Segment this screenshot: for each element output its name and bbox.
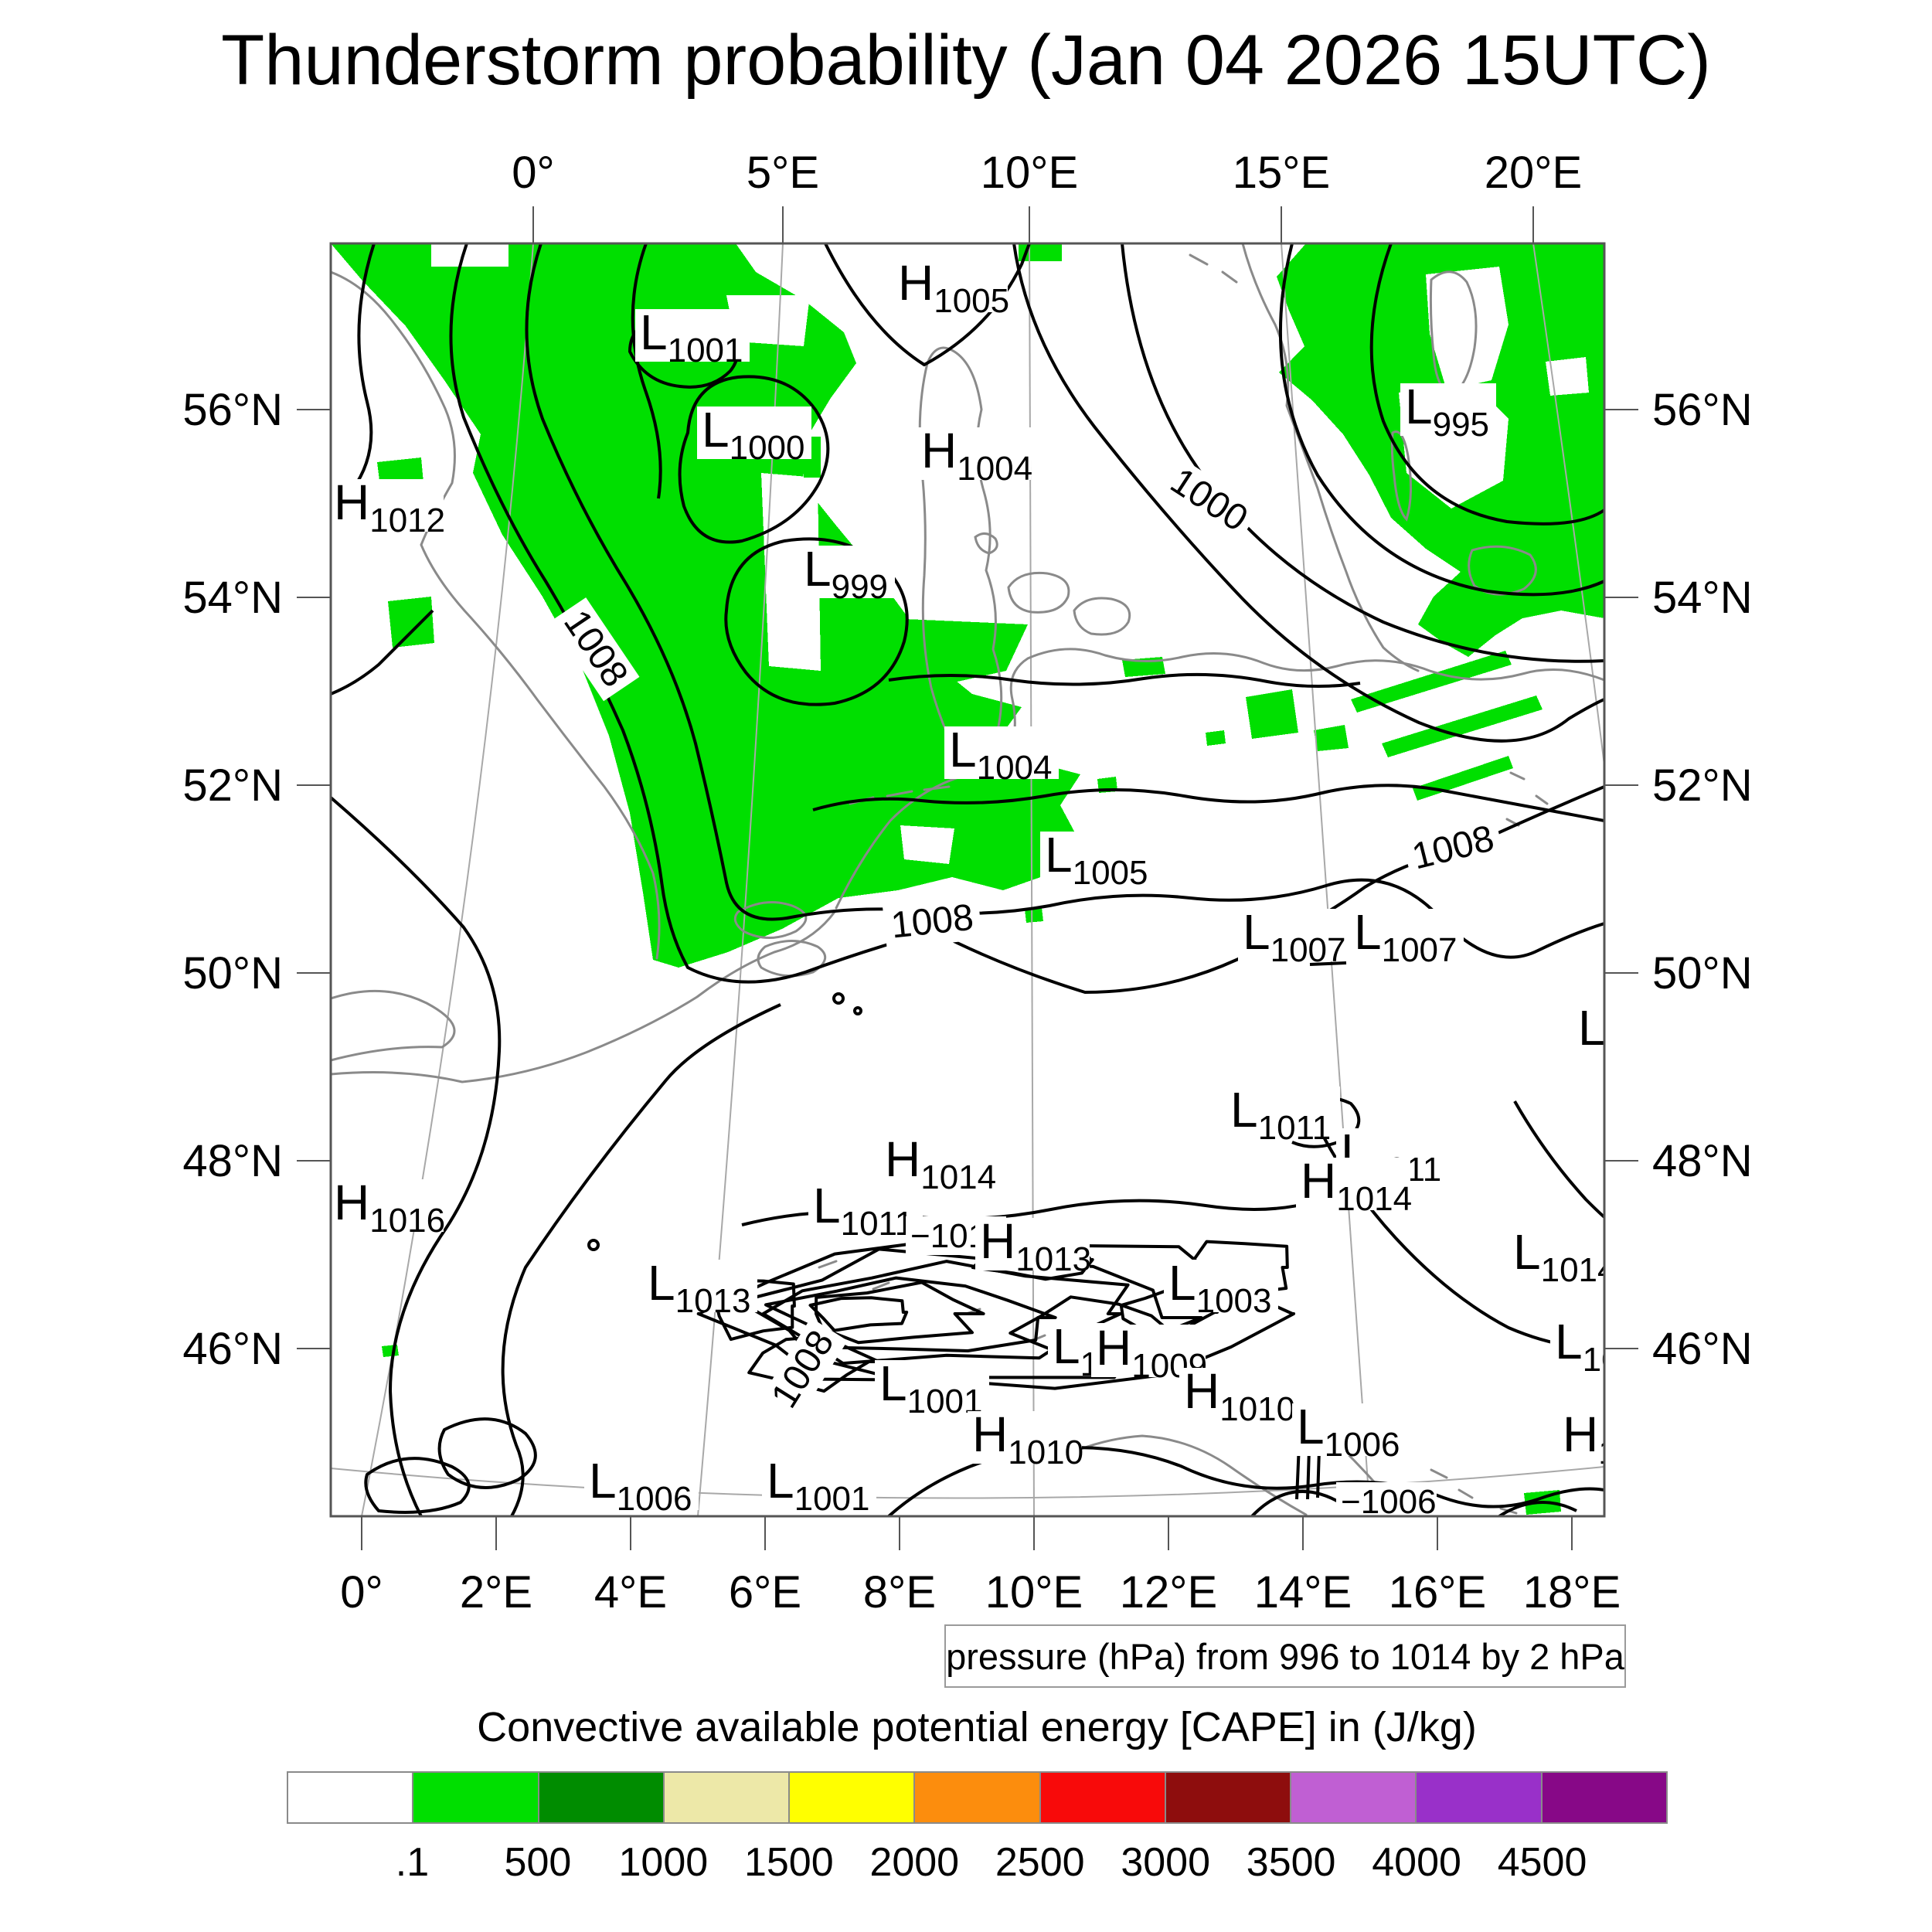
pressure-center-label: L1006 <box>589 1453 692 1518</box>
page-title: Thunderstorm probability (Jan 04 2026 15… <box>221 21 1711 100</box>
pressure-center-label: L1006 <box>1297 1399 1400 1464</box>
svg-text:1008: 1008 <box>1408 818 1498 877</box>
lat-tick-label-left: 56°N <box>182 385 283 435</box>
pressure-center-label: H1004 <box>921 423 1032 488</box>
contour-value-label: 1008 <box>1401 816 1505 882</box>
lon-tick-label-bottom: 4°E <box>594 1567 667 1617</box>
colorbar-tick-label: 1000 <box>618 1840 709 1885</box>
lon-tick-label-top: 20°E <box>1485 148 1582 198</box>
lon-tick-label-bottom: 8°E <box>863 1567 936 1617</box>
lat-tick-label-right: 46°N <box>1652 1324 1753 1374</box>
map-axes: 0° 5°E 10°E 15°E 20°E 0° 2°E 4°E 6°E 8°E 10°E 12°E 1… <box>182 148 1752 1617</box>
contour-value-label: 1000 <box>1156 457 1260 546</box>
pressure-center-label: H1010 <box>972 1406 1083 1471</box>
lat-tick-label-right: 48°N <box>1652 1136 1753 1186</box>
colorbar-tick-label: 3000 <box>1121 1840 1211 1885</box>
colorbar-segment <box>539 1773 665 1822</box>
svg-text:1008: 1008 <box>889 897 976 947</box>
pressure-center-label: L1004 <box>949 722 1052 787</box>
pressure-center-label: H1013 <box>980 1213 1091 1278</box>
cape-colorbar-labels: .1 500 1000 1500 2000 2500 3000 3500 4000 4500 <box>0 1839 1932 1893</box>
lat-tick-label-right: 54°N <box>1652 573 1753 623</box>
lon-tick-label-bottom: 10°E <box>985 1567 1083 1617</box>
pressure-center-label: H10 <box>1563 1406 1636 1471</box>
pressure-center-label: L995 <box>1405 379 1489 444</box>
lon-tick-label-bottom: 18°E <box>1523 1567 1621 1617</box>
pressure-center-label: L1001 <box>640 304 743 369</box>
colorbar-tick-label: 3500 <box>1246 1840 1336 1885</box>
colorbar-segment <box>1291 1773 1417 1822</box>
pressure-center-label: H1010 <box>1184 1363 1295 1428</box>
pressure-center-label: −1006 <box>1341 1483 1437 1521</box>
lat-tick-label-left: 48°N <box>182 1136 283 1186</box>
pressure-center-label: L1014 <box>1513 1224 1616 1289</box>
pressure-center-label: L1 <box>1578 1000 1624 1065</box>
lat-tick-label-right: 50°N <box>1652 948 1753 998</box>
lon-tick-label-bottom: 6°E <box>729 1567 801 1617</box>
colorbar-segment <box>790 1773 916 1822</box>
lon-tick-label-bottom: 16°E <box>1389 1567 1486 1617</box>
colorbar-tick-label: 1500 <box>743 1840 834 1885</box>
pressure-center-label: L1001 <box>767 1453 869 1518</box>
lon-tick-label-bottom: 12°E <box>1120 1567 1217 1617</box>
pressure-center-label: L101 <box>1555 1314 1639 1379</box>
contour-value-label: 1008 <box>882 896 983 950</box>
lon-tick-label-bottom: 14°E <box>1254 1567 1352 1617</box>
pressure-center-label: L1011 <box>813 1178 913 1243</box>
colorbar-tick-label: 2000 <box>869 1840 960 1885</box>
colorbar-tick-label: 2500 <box>995 1840 1085 1885</box>
lon-tick-label-bottom: 0° <box>340 1567 383 1617</box>
pressure-center-label: L999 <box>804 541 888 606</box>
colorbar-segment <box>1542 1773 1666 1822</box>
lat-tick-label-left: 52°N <box>182 760 283 811</box>
pressure-center-label: H1014 <box>1301 1153 1412 1218</box>
colorbar-segment <box>1040 1773 1166 1822</box>
colorbar-segment <box>664 1773 791 1822</box>
pressure-labels: H1005 L1001 L1000 H1004 L995 H1012 L999 L1004 L1… <box>331 255 1639 1521</box>
colorbar-tick-label: 4000 <box>1372 1840 1461 1885</box>
lon-tick-label-top: 15°E <box>1233 148 1330 198</box>
colorbar-segment <box>413 1773 539 1822</box>
colorbar-tick-label: 4500 <box>1497 1840 1587 1885</box>
lon-tick-label-top: 0° <box>512 148 554 198</box>
pressure-center-label: H1005 <box>898 255 1009 320</box>
pressure-center-label: L1005 <box>1045 827 1148 892</box>
pressure-center-label: L1013 <box>648 1255 750 1320</box>
pressure-center-label: L1000 <box>702 402 804 467</box>
lat-tick-label-right: 56°N <box>1652 385 1753 435</box>
colorbar-tick-label: .1 <box>395 1840 430 1885</box>
lat-tick-label-left: 54°N <box>182 573 283 623</box>
lat-tick-label-left: 46°N <box>182 1324 283 1374</box>
colorbar-tick-label: 500 <box>504 1840 572 1885</box>
colorbar-title: Convective available potential energy [C… <box>477 1704 1477 1750</box>
pressure-center-label: L1007 <box>1243 904 1345 969</box>
lon-tick-label-top: 10°E <box>981 148 1078 198</box>
colorbar-segment <box>1417 1773 1543 1822</box>
colorbar-segment <box>1165 1773 1292 1822</box>
map-border <box>329 242 1606 1518</box>
lat-tick-label-right: 52°N <box>1652 760 1753 811</box>
lat-tick-label-left: 50°N <box>182 948 283 998</box>
pressure-center-label: L1003 <box>1168 1255 1271 1320</box>
lon-tick-label-top: 5°E <box>747 148 819 198</box>
colorbar-segment <box>288 1773 414 1822</box>
pressure-range-note: pressure (hPa) from 996 to 1014 by 2 hPa <box>944 1624 1626 1688</box>
contour-value-label: 1008 <box>760 1318 848 1422</box>
cape-colorbar <box>287 1771 1668 1824</box>
lon-tick-label-bottom: 2°E <box>460 1567 532 1617</box>
pressure-center-label: H1012 <box>334 474 445 539</box>
pressure-center-label: H1016 <box>334 1175 445 1240</box>
pressure-center-label: L1007 <box>1354 904 1457 969</box>
pressure-center-label: H1014 <box>885 1131 996 1196</box>
colorbar-segment <box>915 1773 1041 1822</box>
pressure-center-label: L1011 <box>1230 1082 1331 1147</box>
